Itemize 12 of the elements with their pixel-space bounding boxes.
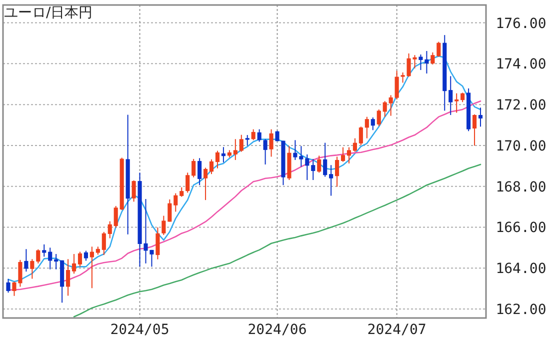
y-tick-label: 176.00 bbox=[496, 16, 546, 32]
y-tick-label: 162.00 bbox=[496, 302, 546, 318]
y-tick-label: 164.00 bbox=[496, 261, 546, 278]
y-tick-label: 172.00 bbox=[496, 98, 546, 114]
y-tick-label: 166.00 bbox=[496, 220, 546, 236]
x-tick-label: 2024/05 bbox=[110, 322, 170, 338]
y-tick-label: 174.00 bbox=[496, 56, 546, 73]
y-tick-label: 168.00 bbox=[496, 179, 546, 196]
title: ユーロ/日本円 bbox=[4, 5, 93, 21]
x-tick-label: 2024/06 bbox=[248, 322, 307, 338]
y-tick-label: 170.00 bbox=[496, 138, 546, 154]
x-tick-label: 2024/07 bbox=[367, 322, 426, 338]
